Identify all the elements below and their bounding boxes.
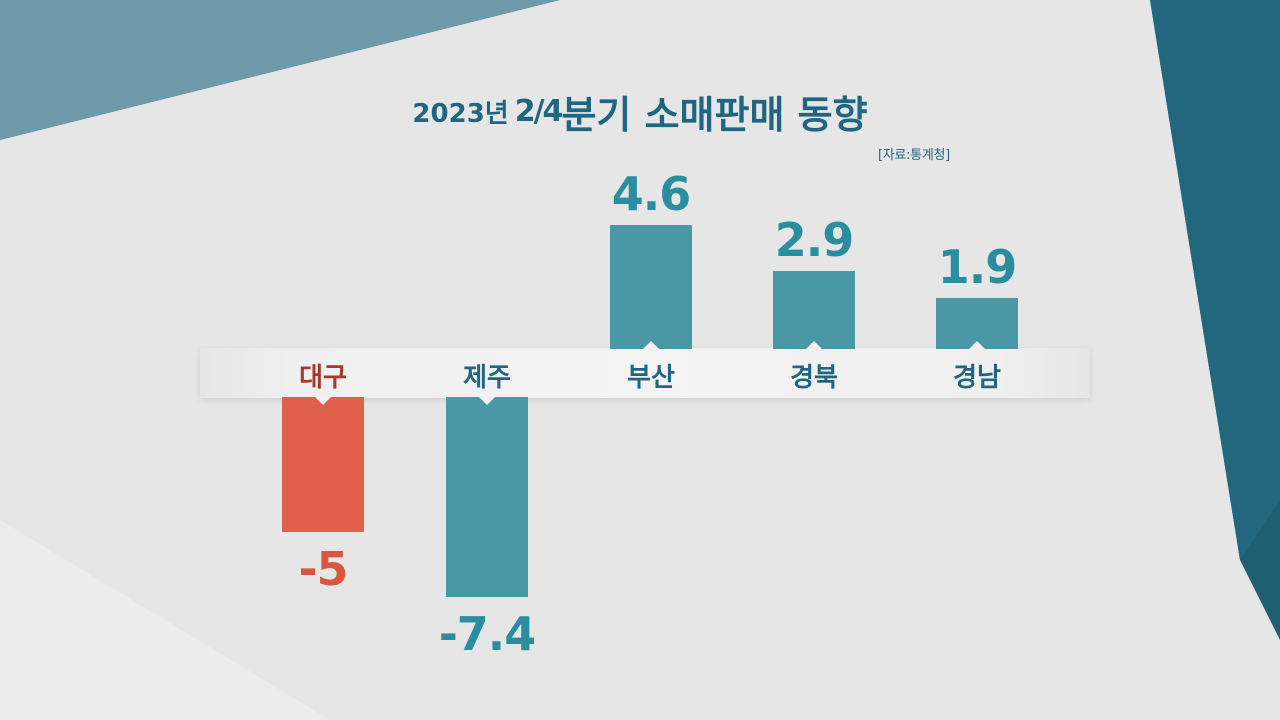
title-text: 분기 소매판매 동향 bbox=[561, 93, 868, 137]
value-label: -5 bbox=[298, 542, 348, 596]
category-label: 경남 bbox=[953, 363, 1001, 393]
category-label: 대구 bbox=[299, 363, 347, 393]
source-note: [자료:통계청] bbox=[878, 148, 950, 163]
bar-notch bbox=[315, 397, 331, 405]
value-label: -7.4 bbox=[438, 606, 537, 661]
bar-대구 bbox=[282, 397, 364, 532]
category-label: 제주 bbox=[463, 363, 511, 393]
value-label: 1.9 bbox=[937, 239, 1018, 294]
bar-notch bbox=[969, 341, 985, 349]
bar-부산 bbox=[610, 224, 692, 349]
bar-제주 bbox=[446, 397, 528, 597]
category-axis-band bbox=[200, 348, 1090, 398]
bar-경북 bbox=[773, 270, 855, 349]
bar-경남 bbox=[936, 297, 1018, 349]
bar-notch bbox=[479, 397, 495, 405]
value-label: 2.9 bbox=[774, 212, 855, 267]
chart-title: 2023년 2/4분기 소매판매 동향 bbox=[0, 84, 1280, 139]
title-fraction: 2/4 bbox=[514, 94, 564, 129]
bar-notch bbox=[643, 341, 659, 349]
category-label: 경북 bbox=[790, 363, 838, 393]
title-year: 2023년 bbox=[412, 99, 509, 129]
category-label: 부산 bbox=[627, 363, 675, 393]
value-label: 4.6 bbox=[611, 166, 692, 221]
bar-notch bbox=[806, 341, 822, 349]
